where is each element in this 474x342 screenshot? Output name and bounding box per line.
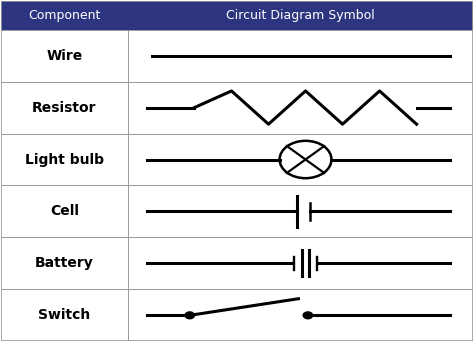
Bar <box>0 237 474 289</box>
Circle shape <box>303 312 313 319</box>
Bar <box>0 289 474 341</box>
Bar <box>0 133 474 185</box>
Text: Cell: Cell <box>50 205 79 219</box>
Bar <box>0 30 474 82</box>
Bar <box>0 185 474 237</box>
Text: Switch: Switch <box>38 308 91 322</box>
Bar <box>0 1 474 30</box>
Text: Circuit Diagram Symbol: Circuit Diagram Symbol <box>227 9 375 22</box>
Text: Wire: Wire <box>46 49 82 63</box>
Text: Component: Component <box>28 9 100 22</box>
Bar <box>0 82 474 133</box>
Text: Battery: Battery <box>35 256 94 271</box>
Text: Resistor: Resistor <box>32 101 97 115</box>
Text: Light bulb: Light bulb <box>25 153 104 167</box>
Circle shape <box>185 312 194 319</box>
